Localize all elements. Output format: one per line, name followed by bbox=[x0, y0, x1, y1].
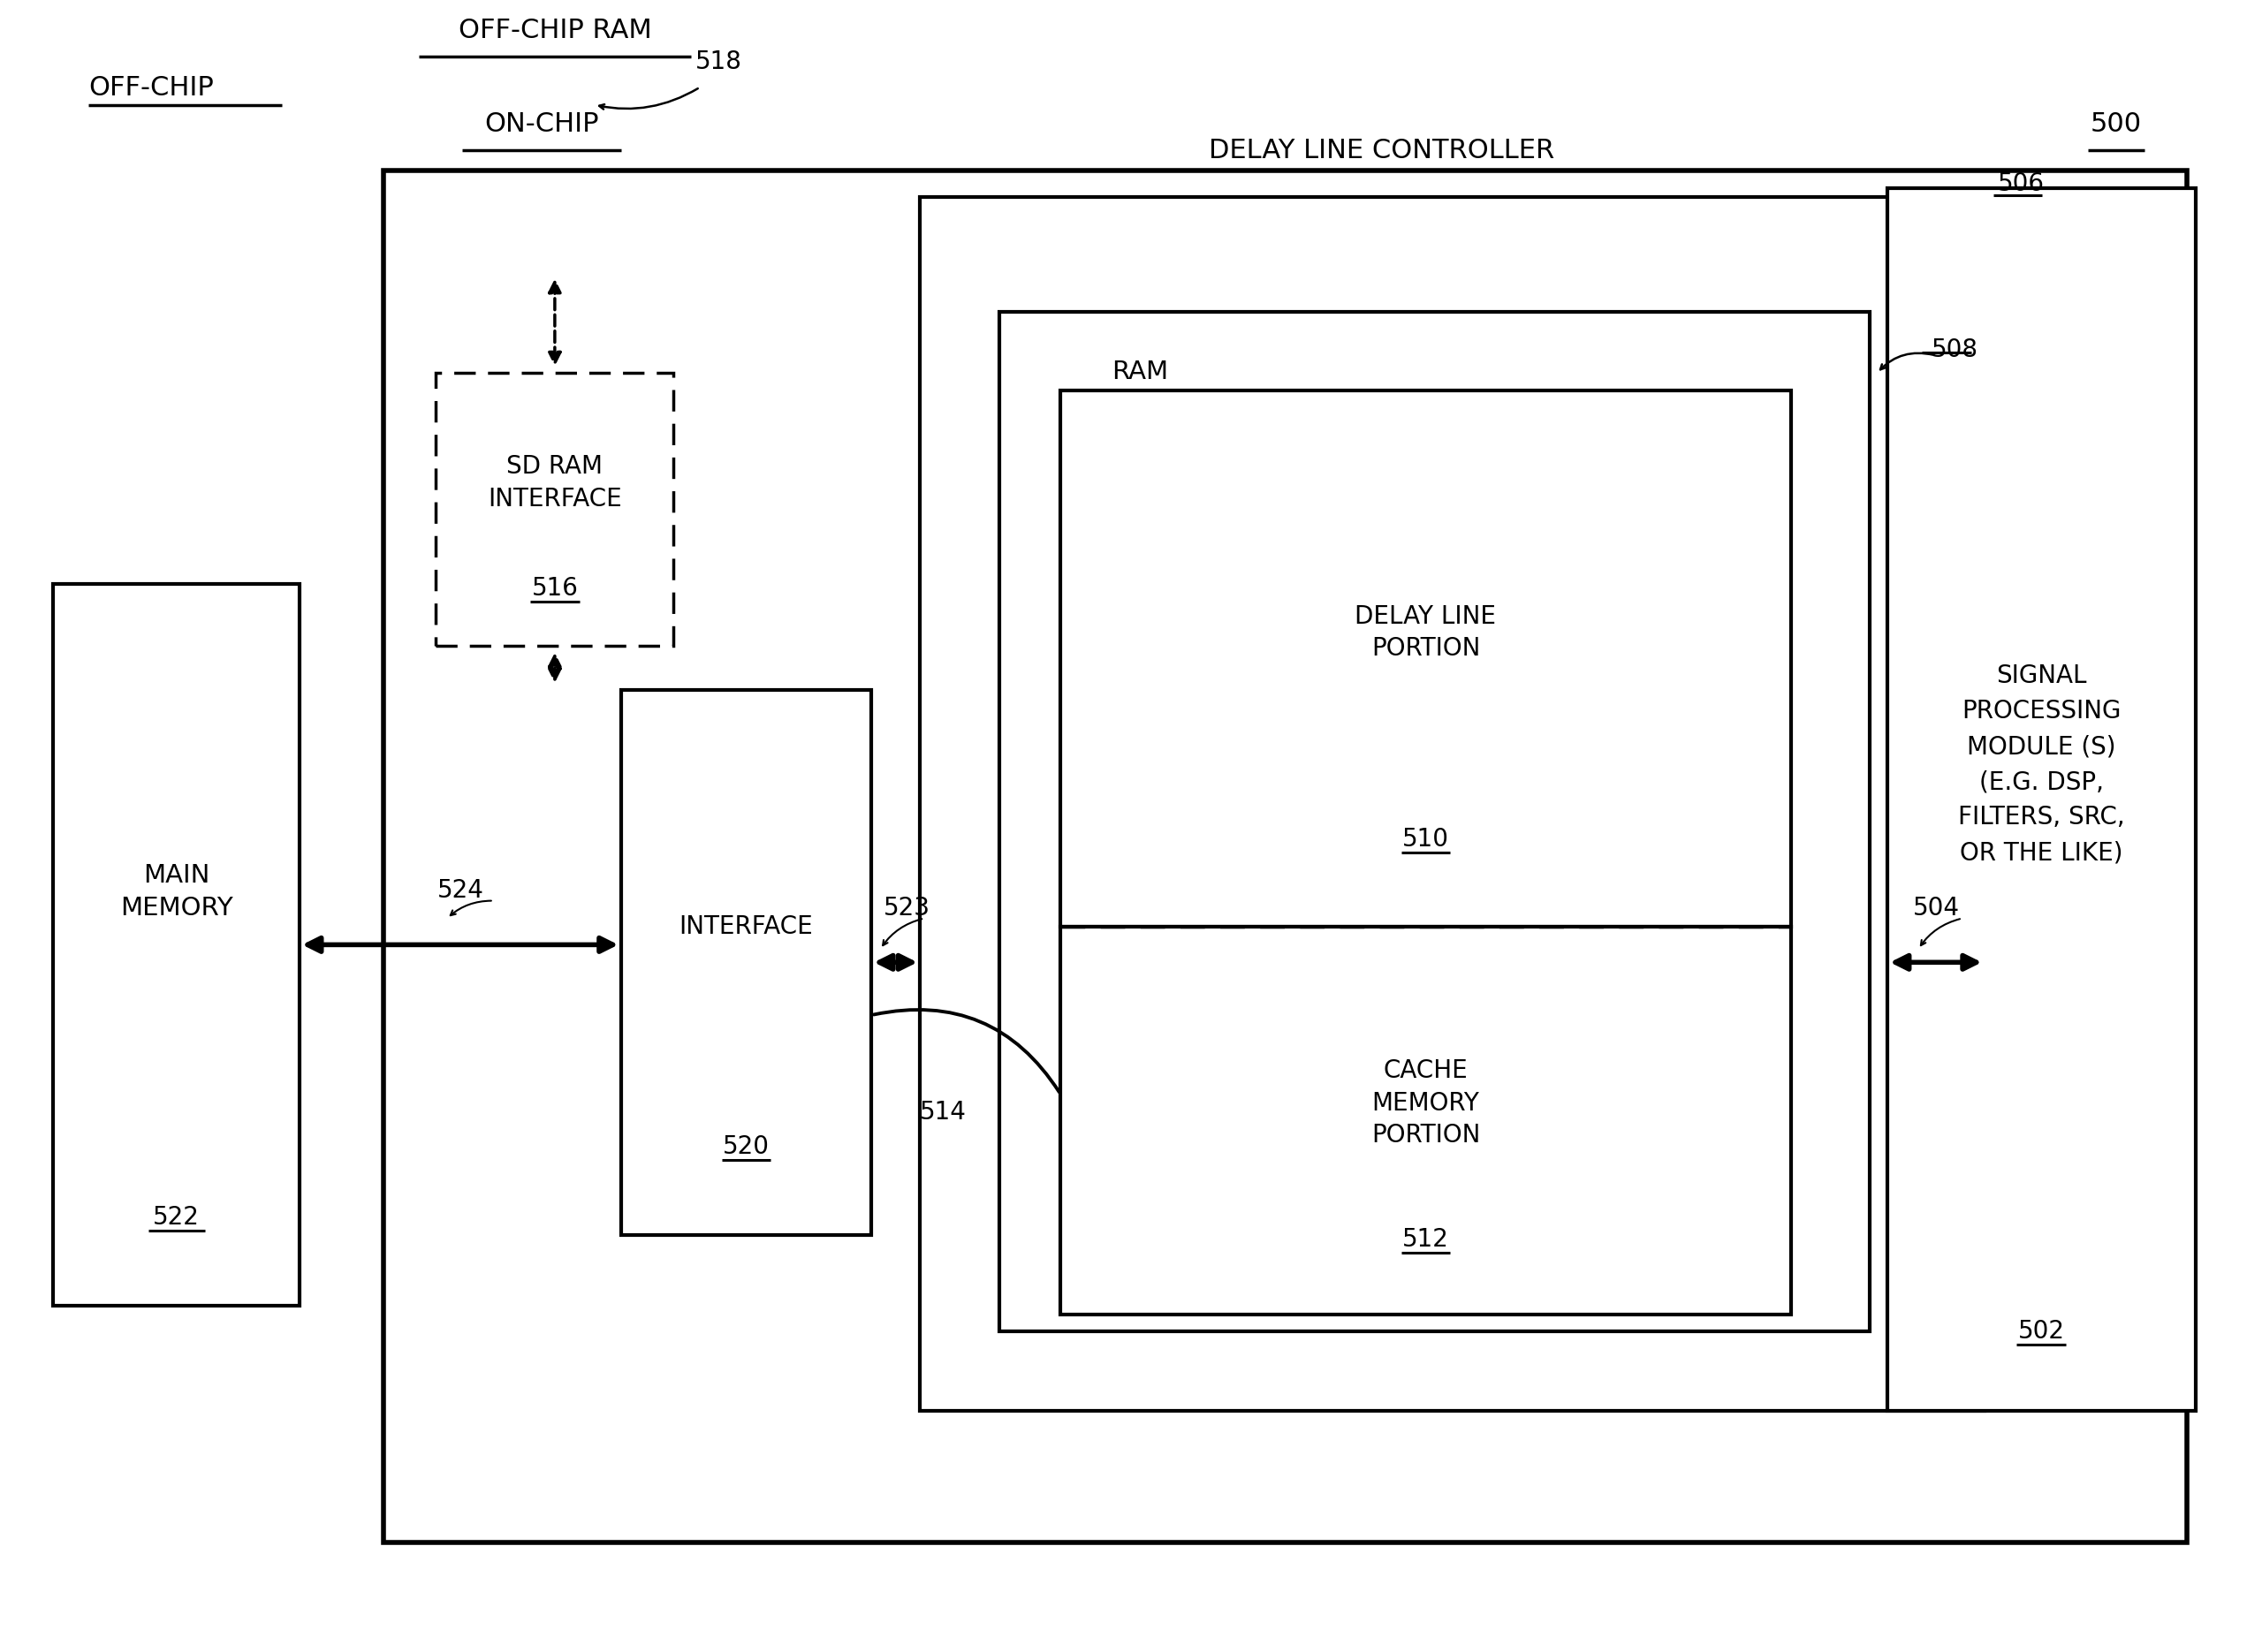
Text: 512: 512 bbox=[1402, 1227, 1449, 1252]
Text: 510: 510 bbox=[1402, 826, 1449, 851]
Text: 502: 502 bbox=[2018, 1320, 2065, 1345]
Bar bbox=[1061, 390, 1791, 927]
Text: ON-CHIP: ON-CHIP bbox=[485, 112, 598, 137]
Text: MAIN
MEMORY: MAIN MEMORY bbox=[119, 864, 234, 920]
Text: 520: 520 bbox=[724, 1135, 768, 1160]
Text: 523: 523 bbox=[883, 895, 930, 920]
Text: SD RAM
INTERFACE: SD RAM INTERFACE bbox=[488, 454, 622, 512]
Text: INTERFACE: INTERFACE bbox=[679, 915, 813, 940]
Text: 506: 506 bbox=[1998, 172, 2045, 197]
Bar bbox=[1000, 312, 1870, 1332]
Text: 524: 524 bbox=[436, 877, 483, 902]
Text: 516: 516 bbox=[533, 577, 577, 601]
Bar bbox=[384, 170, 2186, 1543]
Text: 500: 500 bbox=[2090, 112, 2141, 137]
Text: 504: 504 bbox=[1912, 895, 1959, 920]
Bar bbox=[436, 373, 674, 646]
Text: DELAY LINE CONTROLLER: DELAY LINE CONTROLLER bbox=[1209, 139, 1555, 164]
Text: 514: 514 bbox=[919, 1100, 966, 1125]
Text: SIGNAL
PROCESSING
MODULE (S)
(E.G. DSP,
FILTERS, SRC,
OR THE LIKE): SIGNAL PROCESSING MODULE (S) (E.G. DSP, … bbox=[1957, 664, 2126, 866]
Bar bbox=[1887, 188, 2195, 1411]
Text: 522: 522 bbox=[153, 1204, 200, 1229]
Text: 518: 518 bbox=[697, 50, 742, 74]
Bar bbox=[54, 585, 299, 1305]
Bar bbox=[1061, 927, 1791, 1313]
Text: RAM: RAM bbox=[1112, 360, 1168, 385]
Text: 508: 508 bbox=[1932, 339, 1977, 363]
Text: OFF-CHIP: OFF-CHIP bbox=[88, 74, 213, 101]
Bar bbox=[620, 689, 872, 1236]
Bar bbox=[919, 197, 1984, 1411]
Text: DELAY LINE
PORTION: DELAY LINE PORTION bbox=[1355, 605, 1497, 661]
Text: OFF-CHIP RAM: OFF-CHIP RAM bbox=[458, 18, 652, 43]
Text: CACHE
MEMORY
PORTION: CACHE MEMORY PORTION bbox=[1371, 1059, 1481, 1148]
